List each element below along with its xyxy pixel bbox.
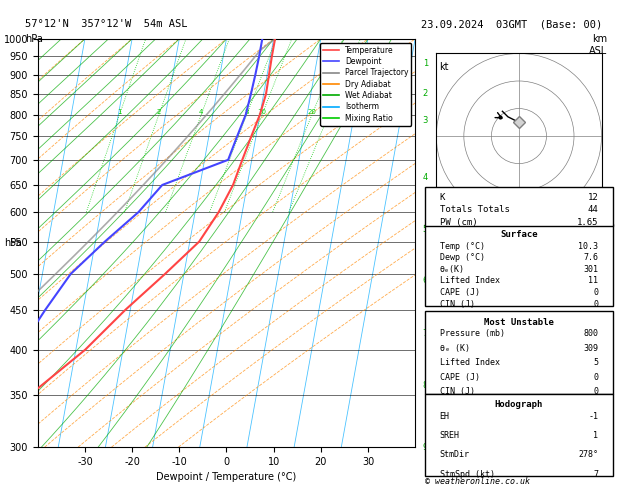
Text: kt: kt	[440, 62, 449, 72]
Text: 5: 5	[423, 225, 428, 234]
Text: © weatheronline.co.uk: © weatheronline.co.uk	[425, 477, 530, 486]
Text: 10.3: 10.3	[578, 242, 598, 251]
Text: 0: 0	[593, 288, 598, 297]
Text: 1: 1	[593, 431, 598, 440]
Text: hPa: hPa	[4, 238, 21, 248]
Text: 5: 5	[593, 358, 598, 367]
Text: 8: 8	[423, 381, 428, 390]
Text: 57°12'N  357°12'W  54m ASL: 57°12'N 357°12'W 54m ASL	[25, 19, 187, 30]
Text: 301: 301	[583, 265, 598, 274]
Text: 2: 2	[423, 89, 428, 99]
Text: 2: 2	[157, 108, 161, 115]
Text: 1.65: 1.65	[577, 218, 598, 227]
Text: Lifted Index: Lifted Index	[440, 277, 499, 285]
Text: K: K	[440, 193, 445, 202]
Text: 12: 12	[587, 193, 598, 202]
Text: km
ASL: km ASL	[589, 34, 607, 55]
Text: θₑ (K): θₑ (K)	[440, 344, 470, 353]
Text: 23.09.2024  03GMT  (Base: 00): 23.09.2024 03GMT (Base: 00)	[421, 19, 603, 30]
Text: StmSpd (kt): StmSpd (kt)	[440, 469, 494, 479]
Text: Lifted Index: Lifted Index	[440, 358, 499, 367]
FancyBboxPatch shape	[425, 187, 613, 226]
Text: Dewp (°C): Dewp (°C)	[440, 253, 485, 262]
Text: Most Unstable: Most Unstable	[484, 318, 554, 327]
Text: 44: 44	[587, 206, 598, 214]
Text: PW (cm): PW (cm)	[440, 218, 477, 227]
Text: Totals Totals: Totals Totals	[440, 206, 509, 214]
Text: Temp (°C): Temp (°C)	[440, 242, 485, 251]
Text: 9: 9	[423, 443, 428, 451]
Text: 0: 0	[593, 387, 598, 396]
Text: 1: 1	[423, 59, 428, 68]
FancyBboxPatch shape	[425, 394, 613, 476]
Text: EH: EH	[440, 412, 450, 421]
Legend: Temperature, Dewpoint, Parcel Trajectory, Dry Adiabat, Wet Adiabat, Isotherm, Mi: Temperature, Dewpoint, Parcel Trajectory…	[320, 43, 411, 125]
Text: Pressure (mb): Pressure (mb)	[440, 329, 504, 338]
Text: Surface: Surface	[500, 230, 538, 239]
Text: CAPE (J): CAPE (J)	[440, 288, 480, 297]
Text: 3: 3	[423, 117, 428, 125]
Text: hPa: hPa	[25, 34, 43, 44]
Text: StmDir: StmDir	[440, 451, 470, 459]
Text: 11: 11	[588, 277, 598, 285]
Text: 20: 20	[308, 108, 316, 115]
Text: 25: 25	[325, 108, 333, 115]
Text: 8: 8	[245, 108, 249, 115]
Text: CAPE (J): CAPE (J)	[440, 373, 480, 382]
Text: 0: 0	[593, 299, 598, 309]
Text: -1: -1	[588, 412, 598, 421]
Text: 278°: 278°	[578, 451, 598, 459]
Text: θₑ(K): θₑ(K)	[440, 265, 465, 274]
Text: 6: 6	[423, 276, 428, 285]
Text: Hodograph: Hodograph	[495, 400, 543, 409]
Text: 7: 7	[593, 469, 598, 479]
Text: 309: 309	[583, 344, 598, 353]
FancyBboxPatch shape	[425, 224, 613, 306]
Text: SREH: SREH	[440, 431, 460, 440]
X-axis label: Dewpoint / Temperature (°C): Dewpoint / Temperature (°C)	[157, 472, 296, 483]
Text: 7: 7	[423, 329, 428, 338]
Text: 7.6: 7.6	[583, 253, 598, 262]
FancyBboxPatch shape	[425, 311, 613, 394]
Text: 4: 4	[423, 173, 428, 182]
Text: 800: 800	[583, 329, 598, 338]
Text: 4: 4	[199, 108, 203, 115]
Text: CIN (J): CIN (J)	[440, 387, 475, 396]
Text: CIN (J): CIN (J)	[440, 299, 475, 309]
Text: 0: 0	[593, 373, 598, 382]
Text: Mixing Ratio (g/kg): Mixing Ratio (g/kg)	[430, 207, 439, 279]
Text: 10: 10	[258, 108, 267, 115]
Text: 1: 1	[117, 108, 122, 115]
